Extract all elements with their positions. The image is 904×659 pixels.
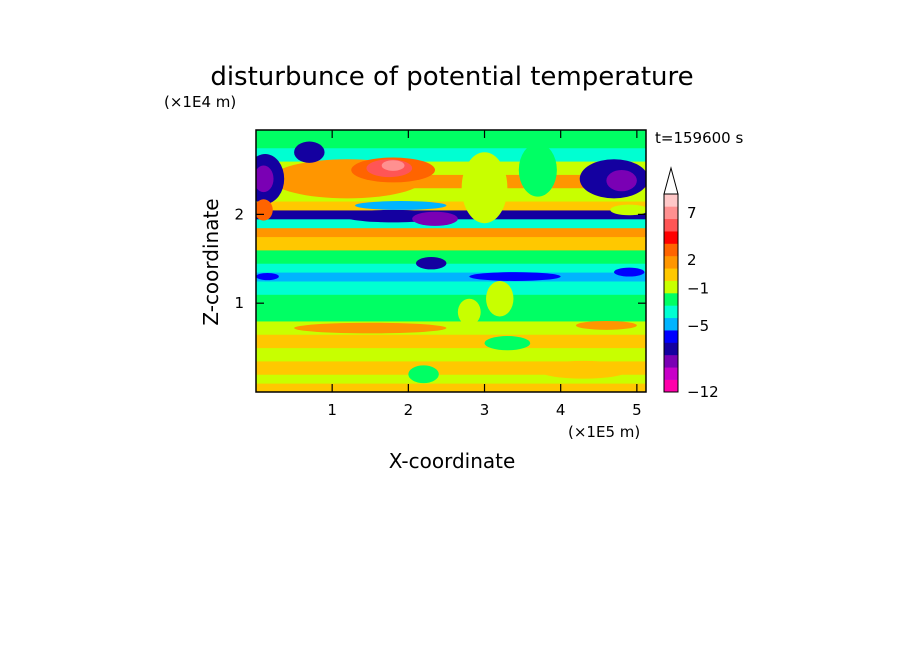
contour-feature-26 xyxy=(256,272,279,281)
contour-band-10 xyxy=(256,263,646,273)
contour-feature-19 xyxy=(484,336,531,351)
contour-feature-14 xyxy=(610,204,646,216)
y-unit-label: (×1E4 m) xyxy=(164,93,236,111)
time-label: t=159600 s xyxy=(655,129,743,147)
contour-band-1 xyxy=(256,374,646,384)
y-tick-label: 1 xyxy=(234,294,244,312)
contour-feature-17 xyxy=(486,280,514,317)
plot-frame xyxy=(255,129,647,393)
contour-band-21 xyxy=(256,130,646,149)
colorbar-swatch xyxy=(664,231,678,244)
y-tick-label: 2 xyxy=(234,205,244,223)
colorbar-label: 2 xyxy=(687,251,697,269)
colorbar-swatch xyxy=(664,354,678,368)
colorbar-label: 7 xyxy=(687,204,697,222)
x-axis-title: X-coordinate xyxy=(389,449,516,473)
contour-band-13 xyxy=(256,227,646,238)
contour-feature-12 xyxy=(355,201,447,210)
contour-band-12 xyxy=(256,236,646,251)
colorbar-swatch xyxy=(664,379,678,393)
y-axis: 12 xyxy=(234,205,646,312)
contour-feature-5 xyxy=(256,165,274,193)
colorbar-swatch xyxy=(664,218,678,232)
colorbar-label: −1 xyxy=(687,279,709,297)
x-axis: 1 2 3 4 5 xyxy=(327,130,642,419)
contour-band-4 xyxy=(256,334,646,349)
colorbar-swatch xyxy=(664,255,678,269)
colorbar-swatch xyxy=(664,317,678,331)
colorbar-swatch xyxy=(664,206,678,220)
colorbar-swatch xyxy=(664,367,678,380)
x-tick-label: 3 xyxy=(480,401,490,419)
contour-band-16 xyxy=(256,201,646,211)
contour-feature-22 xyxy=(575,320,637,330)
colorbar-label: −12 xyxy=(687,383,719,401)
y-axis-title: Z-coordinate xyxy=(199,198,223,325)
x-tick-label: 2 xyxy=(404,401,414,419)
contour-feature-24 xyxy=(469,272,561,281)
colorbar-swatch xyxy=(664,280,678,294)
contour-feature-10 xyxy=(412,211,458,226)
contour-feature-20 xyxy=(408,365,439,384)
contour-feature-8 xyxy=(606,169,637,192)
colorbar-swatch xyxy=(664,268,678,281)
contour-feature-13 xyxy=(256,199,273,221)
x-tick-label: 1 xyxy=(327,401,337,419)
colorbar-extend-arrow xyxy=(663,166,679,195)
colorbar-swatch xyxy=(664,243,678,257)
colorbar-label: −5 xyxy=(687,317,709,335)
contour-feature-3 xyxy=(381,160,405,171)
contour-band-11 xyxy=(256,249,646,264)
contour-feature-16 xyxy=(461,152,508,224)
chart-title: disturbunce of potential temperature xyxy=(210,62,693,92)
x-unit-label: (×1E5 m) xyxy=(568,423,640,441)
contour-band-7 xyxy=(256,294,646,309)
contour-feature-23 xyxy=(294,322,447,334)
colorbar-swatch xyxy=(664,330,678,343)
x-tick-label: 4 xyxy=(556,401,566,419)
colorbar: 7 2 −1 −5 −12 xyxy=(663,166,719,401)
contour-feature-15 xyxy=(518,143,557,197)
colorbar-swatch xyxy=(664,293,678,306)
contour-band-9 xyxy=(256,272,646,282)
contour-band-3 xyxy=(256,347,646,362)
contour-field xyxy=(256,130,646,392)
contour-feature-25 xyxy=(614,267,645,277)
contour-feature-21 xyxy=(537,360,630,379)
contour-band-6 xyxy=(256,307,646,322)
x-tick-label: 5 xyxy=(632,401,642,419)
contour-band-8 xyxy=(256,280,646,295)
contour-feature-18 xyxy=(457,298,481,326)
contour-feature-6 xyxy=(294,141,325,163)
colorbar-swatch xyxy=(664,305,678,319)
contour-feature-11 xyxy=(415,257,447,270)
contour-band-0 xyxy=(256,383,646,392)
colorbar-swatch xyxy=(664,194,678,207)
colorbar-swatch xyxy=(664,342,678,356)
